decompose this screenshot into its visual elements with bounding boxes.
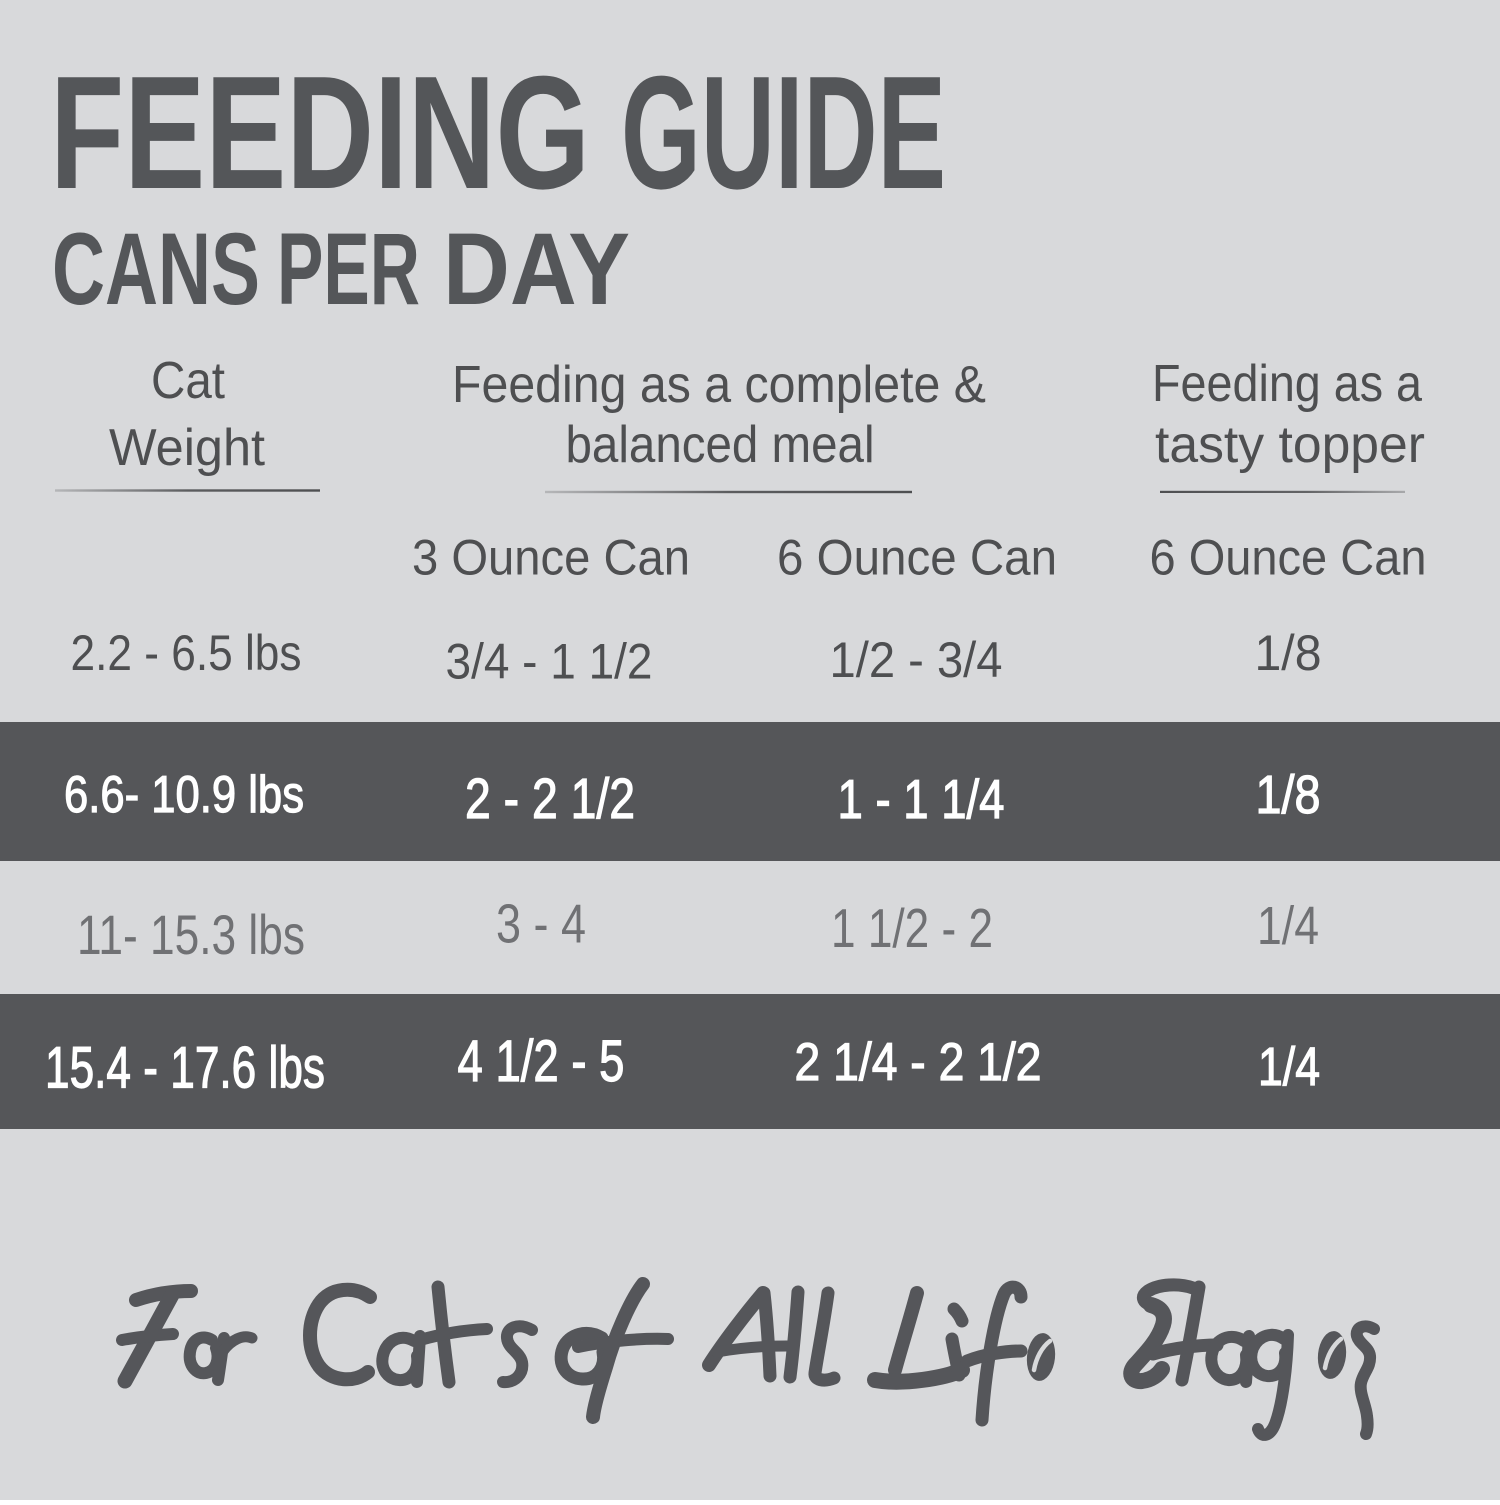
svg-text:tasty topper: tasty topper	[1155, 416, 1425, 474]
svg-text:11- 15.3 lbs: 11- 15.3 lbs	[77, 903, 305, 966]
svg-text:Weight: Weight	[109, 419, 266, 477]
svg-text:Cat: Cat	[151, 352, 226, 410]
svg-text:6.6- 10.9 lbs: 6.6- 10.9 lbs	[64, 766, 304, 824]
svg-text:6 Ounce Can: 6 Ounce Can	[1150, 530, 1427, 586]
svg-text:Feeding as a complete &: Feeding as a complete &	[452, 356, 986, 414]
svg-text:2 - 2 1/2: 2 - 2 1/2	[465, 767, 635, 831]
svg-text:FEEDING: FEEDING	[50, 43, 590, 223]
svg-text:1/4: 1/4	[1257, 896, 1319, 956]
svg-text:1/8: 1/8	[1255, 625, 1322, 681]
svg-text:Feeding as a: Feeding as a	[1152, 355, 1422, 413]
svg-text:1 1/2 - 2: 1 1/2 - 2	[831, 897, 993, 959]
svg-text:2.2 - 6.5 lbs: 2.2 - 6.5 lbs	[71, 625, 302, 681]
svg-text:1/4: 1/4	[1258, 1037, 1320, 1097]
svg-text:3/4 - 1 1/2: 3/4 - 1 1/2	[446, 634, 653, 690]
svg-text:2 1/4 - 2 1/2: 2 1/4 - 2 1/2	[795, 1033, 1042, 1092]
svg-text:balanced meal: balanced meal	[566, 416, 875, 474]
svg-text:3 Ounce Can: 3 Ounce Can	[412, 530, 690, 586]
svg-text:DAY: DAY	[443, 212, 630, 326]
svg-text:1/2 - 3/4: 1/2 - 3/4	[830, 632, 1003, 688]
svg-text:4 1/2 - 5: 4 1/2 - 5	[458, 1029, 625, 1094]
svg-text:PER: PER	[277, 212, 420, 326]
svg-text:GUIDE: GUIDE	[621, 43, 946, 223]
svg-text:1 - 1 1/4: 1 - 1 1/4	[838, 768, 1005, 830]
svg-text:3 - 4: 3 - 4	[496, 893, 586, 955]
svg-text:6 Ounce Can: 6 Ounce Can	[777, 530, 1057, 586]
svg-text:15.4 - 17.6 lbs: 15.4 - 17.6 lbs	[45, 1036, 325, 1101]
svg-text:CANS: CANS	[52, 212, 260, 326]
svg-text:1/8: 1/8	[1256, 765, 1321, 825]
